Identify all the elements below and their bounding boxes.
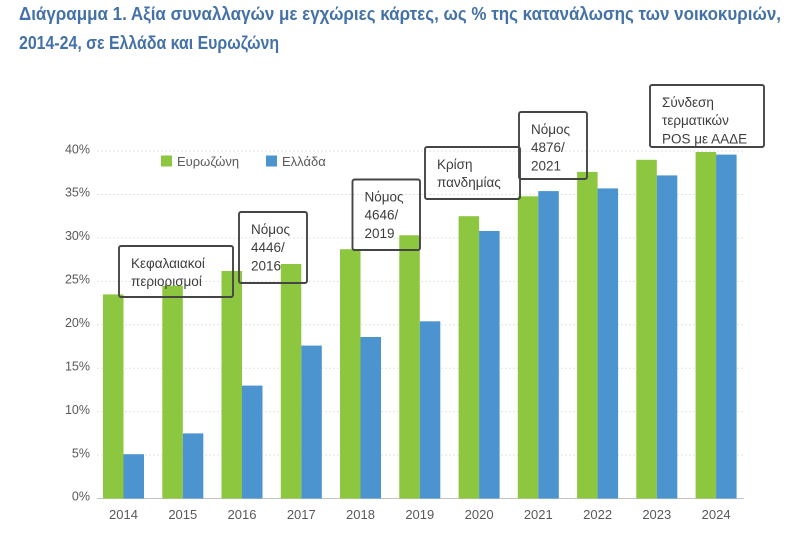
svg-text:35%: 35% — [65, 186, 90, 200]
svg-text:4446/: 4446/ — [251, 240, 285, 255]
svg-text:Νόμος: Νόμος — [251, 222, 291, 237]
svg-text:2022: 2022 — [583, 507, 612, 522]
svg-text:40%: 40% — [65, 142, 90, 156]
svg-text:POS με ΑΑΔΕ: POS με ΑΑΔΕ — [662, 131, 747, 146]
svg-text:περιορισμοί: περιορισμοί — [131, 274, 202, 289]
svg-text:2023: 2023 — [642, 507, 671, 522]
svg-text:25%: 25% — [65, 273, 90, 287]
svg-text:0%: 0% — [72, 490, 90, 504]
svg-text:10%: 10% — [65, 403, 90, 417]
svg-text:2015: 2015 — [168, 507, 197, 522]
svg-text:Ελλάδα: Ελλάδα — [282, 154, 326, 169]
svg-text:2021: 2021 — [531, 158, 561, 173]
svg-text:Ευρωζώνη: Ευρωζώνη — [177, 154, 239, 169]
svg-text:Σύνδεση: Σύνδεση — [662, 95, 714, 110]
svg-text:2019: 2019 — [365, 226, 395, 241]
svg-text:Κεφαλαιακοί: Κεφαλαιακοί — [131, 256, 205, 271]
svg-text:Κρίση: Κρίση — [437, 157, 473, 172]
svg-text:τερματικών: τερματικών — [662, 113, 729, 128]
svg-text:2014: 2014 — [109, 507, 138, 522]
svg-text:Νόμος: Νόμος — [531, 122, 571, 137]
svg-text:Νόμος: Νόμος — [365, 190, 405, 205]
svg-text:30%: 30% — [65, 229, 90, 243]
svg-text:2020: 2020 — [465, 507, 494, 522]
svg-text:2019: 2019 — [405, 507, 434, 522]
svg-text:2016: 2016 — [251, 258, 281, 273]
svg-text:4876/: 4876/ — [531, 140, 565, 155]
svg-text:4646/: 4646/ — [365, 208, 399, 223]
svg-text:15%: 15% — [65, 359, 90, 373]
svg-text:2024: 2024 — [702, 507, 731, 522]
svg-text:2018: 2018 — [346, 507, 375, 522]
svg-text:πανδημίας: πανδημίας — [437, 175, 501, 190]
svg-text:20%: 20% — [65, 316, 90, 330]
svg-text:2017: 2017 — [287, 507, 316, 522]
svg-text:2021: 2021 — [524, 507, 553, 522]
svg-text:2016: 2016 — [228, 507, 257, 522]
svg-text:5%: 5% — [72, 446, 90, 460]
